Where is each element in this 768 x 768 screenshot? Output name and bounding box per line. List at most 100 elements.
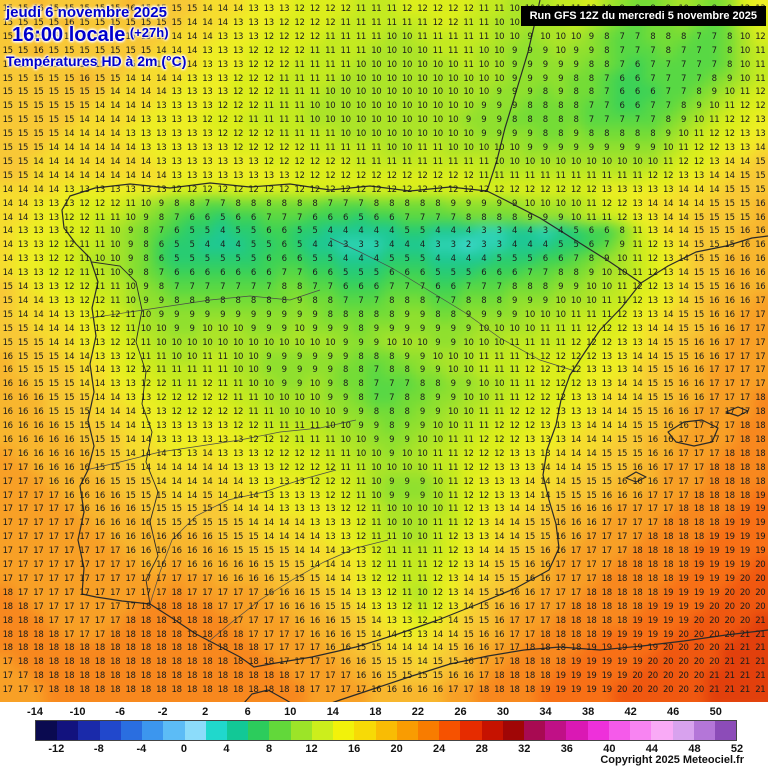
- temp-value: 12: [171, 407, 183, 418]
- temp-value: 4: [542, 240, 548, 251]
- temp-value: 12: [632, 295, 643, 306]
- temp-value: 12: [232, 101, 244, 112]
- temp-value: 18: [663, 532, 674, 543]
- temp-value: 7: [343, 295, 349, 306]
- temp-value: 10: [494, 323, 505, 334]
- temp-value: 17: [140, 587, 152, 598]
- temp-value: 9: [327, 365, 333, 376]
- temp-value: 12: [202, 115, 213, 126]
- temp-value: 15: [48, 87, 60, 98]
- temp-value: 13: [17, 268, 29, 279]
- temp-value: 11: [601, 212, 613, 223]
- temp-value: 12: [325, 156, 336, 167]
- temp-value: 8: [312, 198, 318, 209]
- temp-value: 8: [727, 59, 733, 70]
- temp-value: 13: [33, 268, 44, 279]
- temp-value: 18: [601, 615, 613, 626]
- temp-value: 16: [171, 532, 183, 543]
- temp-value: 16: [601, 490, 613, 501]
- temp-value: 16: [739, 295, 751, 306]
- temp-value: 15: [202, 504, 213, 515]
- temp-value: 9: [296, 351, 303, 362]
- temp-shade-cell: [567, 29, 585, 46]
- temp-value: 12: [417, 615, 428, 626]
- temp-value: 20: [724, 601, 735, 612]
- temp-value: 15: [110, 434, 121, 445]
- temp-value: 8: [450, 309, 456, 320]
- temp-value: 12: [232, 421, 244, 431]
- temp-value: 8: [496, 295, 502, 306]
- temp-value: 16: [709, 323, 720, 334]
- temp-value: 17: [709, 365, 720, 376]
- temp-value: 10: [248, 379, 259, 390]
- temp-shade-cell: [183, 43, 201, 60]
- temp-value: 12: [156, 379, 167, 390]
- temp-value: 15: [647, 379, 659, 390]
- temp-value: 16: [647, 448, 659, 459]
- temp-value: 12: [601, 323, 613, 334]
- temp-value: 14: [709, 184, 720, 195]
- temp-value: 16: [279, 587, 290, 598]
- temp-value: 6: [450, 282, 456, 292]
- temp-value: 13: [94, 337, 106, 348]
- temp-value: 12: [279, 156, 290, 167]
- temp-shade-cell: [551, 57, 570, 74]
- temp-value: 11: [371, 17, 382, 28]
- temp-value: 8: [266, 295, 272, 306]
- temp-value: 13: [156, 421, 167, 431]
- temp-value: 12: [263, 45, 275, 56]
- temp-value: 9: [450, 198, 456, 209]
- temp-value: 16: [217, 546, 229, 557]
- temp-shade-cell: [60, 57, 78, 74]
- temp-value: 7: [634, 45, 640, 56]
- temp-value: 12: [478, 434, 490, 445]
- temp-value: 10: [325, 337, 336, 348]
- temp-value: 10: [448, 115, 459, 126]
- temp-value: 9: [327, 393, 333, 404]
- temp-value: 18: [17, 615, 29, 626]
- temp-value: 17: [263, 601, 275, 612]
- temp-value: 14: [540, 490, 551, 501]
- temp-value: 11: [417, 31, 428, 42]
- temp-shade-cell: [0, 2, 17, 18]
- temp-value: 11: [309, 421, 321, 431]
- temp-value: 12: [125, 337, 136, 348]
- temp-value: 12: [570, 351, 582, 362]
- temp-value: 8: [665, 45, 671, 56]
- temp-shade-cell: [137, 2, 155, 18]
- temp-shade-cell: [229, 29, 247, 46]
- temp-shade-cell: [413, 43, 432, 60]
- temp-value: 12: [279, 31, 290, 42]
- temp-value: 4: [558, 226, 564, 237]
- temp-value: 13: [232, 156, 244, 167]
- temp-value: 7: [296, 268, 303, 279]
- temp-value: 14: [140, 434, 152, 445]
- temp-value: 17: [2, 462, 14, 473]
- temp-value: 11: [417, 546, 428, 557]
- temp-value: 5: [174, 254, 180, 265]
- temp-value: 16: [2, 365, 14, 376]
- temp-shade-cell: [567, 57, 585, 74]
- temp-value: 14: [248, 504, 259, 515]
- temp-value: 12: [202, 379, 213, 390]
- temp-value: 10: [555, 45, 567, 56]
- temp-shade-cell: [367, 57, 385, 74]
- temp-value: 14: [463, 573, 474, 584]
- temp-value: 17: [17, 560, 29, 570]
- temp-value: 13: [64, 309, 75, 320]
- temp-value: 16: [125, 546, 136, 557]
- temp-value: 11: [94, 226, 106, 237]
- temp-value: 9: [542, 45, 548, 56]
- temp-value: 13: [217, 170, 229, 181]
- temp-value: 4: [465, 254, 472, 265]
- temp-value: 12: [478, 462, 490, 473]
- temp-value: 11: [417, 156, 428, 167]
- temp-shade-cell: [383, 43, 401, 60]
- temp-value: 10: [463, 337, 474, 348]
- temp-value: 12: [448, 170, 459, 181]
- temp-value: 12: [48, 268, 60, 279]
- temp-value: 10: [494, 143, 505, 153]
- temp-value: 18: [647, 532, 659, 543]
- temp-value: 7: [358, 295, 364, 306]
